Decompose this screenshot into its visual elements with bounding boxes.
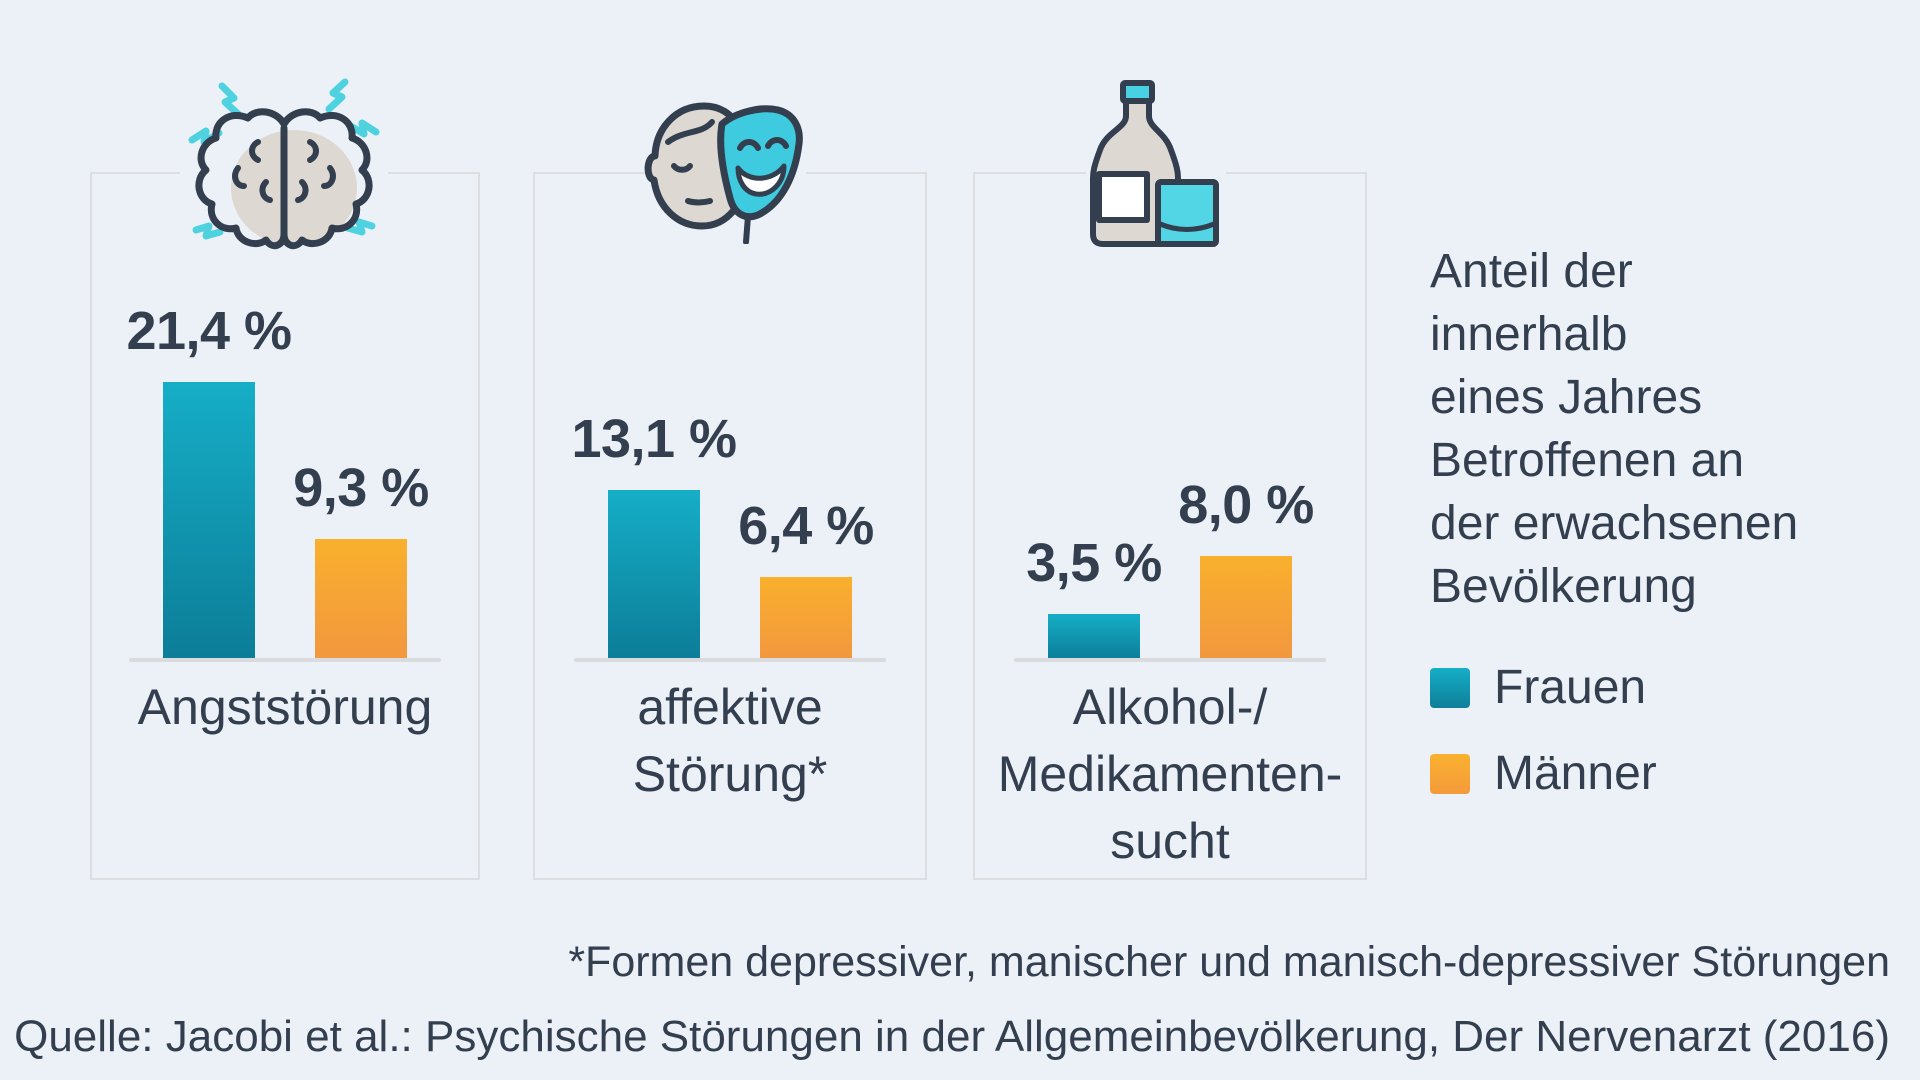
panel-sucht: 3,5 % 8,0 % Alkohol-/ Medikamenten- such… [973, 172, 1367, 880]
legend-swatch-frauen [1430, 667, 1470, 708]
bar-column-maenner: 8,0 % [1178, 474, 1314, 660]
bar-column-maenner: 9,3 % [293, 457, 429, 660]
footnote-text: *Formen depressiver, manischer und manis… [568, 938, 1890, 986]
axis-baseline [574, 658, 886, 662]
value-label-maenner-angststoerung: 9,3 % [293, 458, 429, 518]
bar-column-frauen: 3,5 % [1026, 532, 1162, 660]
bar-column-frauen: 21,4 % [126, 300, 292, 660]
value-label-maenner-affektive: 6,4 % [738, 496, 874, 556]
bar-group-affektive-stoerung: 13,1 % 6,4 % [535, 408, 925, 660]
legend-swatch-maenner [1430, 753, 1470, 794]
bar-frauen-affektive [608, 490, 700, 660]
value-label-frauen-angststoerung: 21,4 % [126, 301, 292, 361]
bar-column-frauen: 13,1 % [571, 408, 737, 660]
legend-label-maenner: Männer [1494, 747, 1657, 800]
category-label-angststoerung: Angststörung [137, 679, 433, 735]
source-text: Quelle: Jacobi et al.: Psychische Störun… [14, 1012, 1890, 1061]
value-label-frauen-sucht: 3,5 % [1026, 533, 1162, 593]
legend-label-frauen: Frauen [1494, 661, 1647, 714]
bar-frauen-sucht [1048, 614, 1140, 660]
bar-maenner-angststoerung [315, 539, 407, 660]
bar-group-sucht: 3,5 % 8,0 % [975, 474, 1365, 660]
panel-affektive-stoerung: 13,1 % 6,4 % affektive Störung* [533, 172, 927, 880]
bar-group-angststoerung: 21,4 % 9,3 % [92, 300, 478, 660]
category-label-affektive-stoerung: affektive Störung* [632, 679, 828, 802]
legend-item-frauen: Frauen [1430, 660, 1646, 715]
axis-baseline [129, 658, 441, 662]
value-label-maenner-sucht: 8,0 % [1178, 475, 1314, 535]
bar-column-maenner: 6,4 % [738, 495, 874, 660]
chart-title: Anteil der innerhalb eines Jahres Betrof… [1430, 245, 1799, 613]
panel-angststoerung: 21,4 % 9,3 % Angststörung [90, 172, 480, 880]
bar-frauen-angststoerung [163, 382, 255, 660]
bar-maenner-sucht [1200, 556, 1292, 660]
theater-masks-icon [644, 94, 806, 244]
legend-item-maenner: Männer [1430, 746, 1657, 801]
category-label-sucht: Alkohol-/ Medikamenten- sucht [997, 679, 1343, 869]
bar-maenner-affektive [760, 577, 852, 660]
axis-baseline [1014, 658, 1326, 662]
value-label-frauen-affektive: 13,1 % [571, 409, 737, 469]
bottle-glass-icon [1086, 78, 1226, 252]
brain-lightning-icon [180, 66, 388, 266]
